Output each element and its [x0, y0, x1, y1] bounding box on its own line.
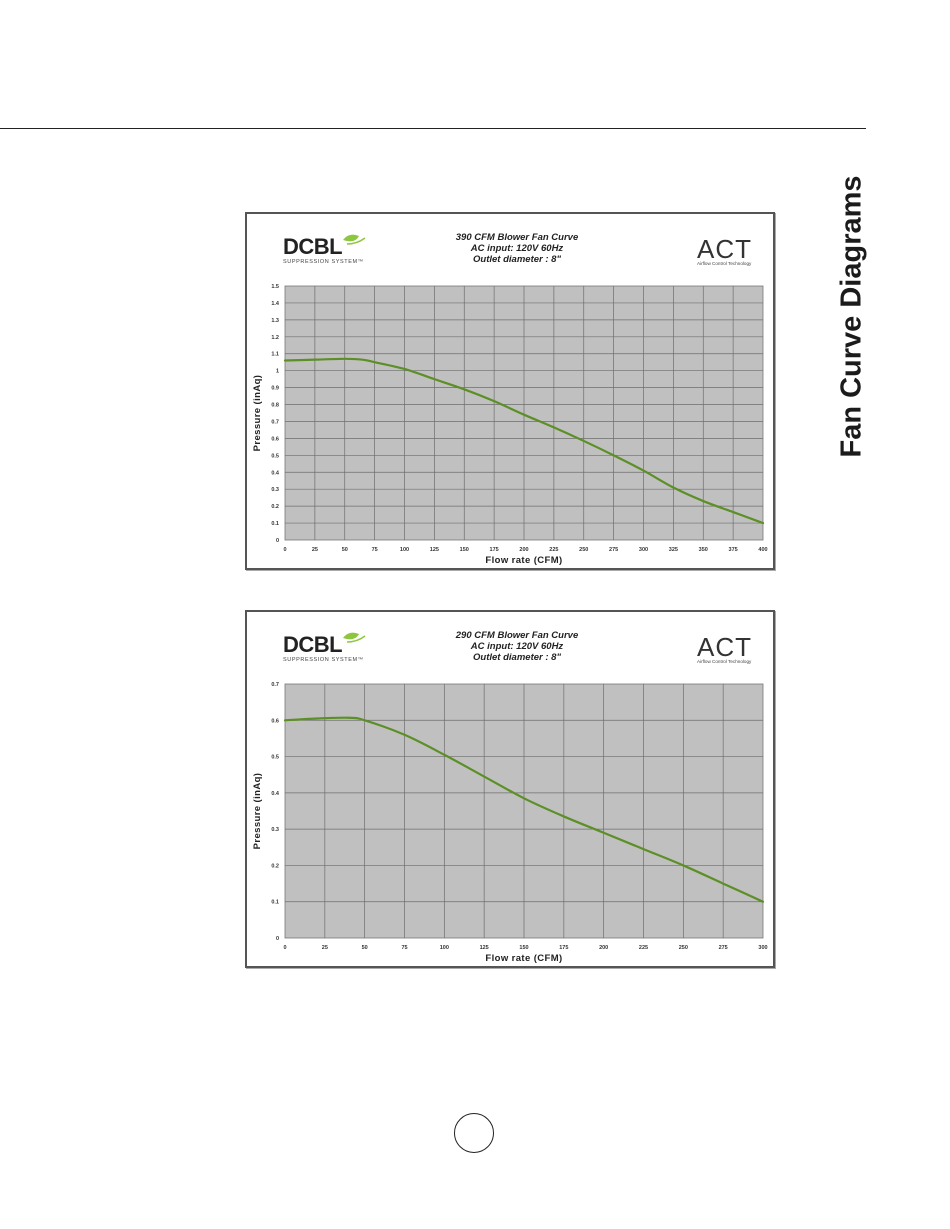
x-tick-label: 200: [519, 547, 528, 553]
y-tick-label: 1.2: [271, 335, 279, 341]
y-tick-label: 0.7: [271, 419, 279, 425]
fan-curve-card-390: DCBL SUPPRESSION SYSTEM™ ACT Airflow Contro…: [245, 212, 775, 570]
x-tick-label: 50: [342, 547, 348, 553]
chart-subtitle-line: Outlet diameter : 8": [473, 254, 561, 265]
x-tick-label: 50: [362, 945, 368, 951]
x-tick-label: 200: [599, 945, 608, 951]
fan-curve-card-290: DCBL SUPPRESSION SYSTEM™ ACT Airflow Contro…: [245, 610, 775, 968]
chart-subtitle-line: Outlet diameter : 8": [473, 652, 561, 663]
y-tick-label: 0.4: [271, 470, 280, 476]
x-tick-label: 300: [639, 547, 648, 553]
x-tick-label: 100: [440, 945, 449, 951]
act-logo-text: ACT: [697, 632, 752, 662]
y-axis-label: Pressure (inAq): [252, 773, 263, 850]
x-tick-label: 225: [639, 945, 648, 951]
dcbl-logo-subtext: SUPPRESSION SYSTEM™: [283, 657, 364, 663]
y-tick-label: 0.3: [271, 827, 279, 833]
x-tick-label: 350: [699, 547, 708, 553]
act-logo-subtext: Airflow Control Technology: [697, 659, 752, 664]
side-title: Fan Curve Diagrams: [832, 160, 872, 472]
grid: [285, 684, 763, 938]
y-tick-label: 0.6: [271, 718, 279, 724]
y-tick-labels: 0 0.1 0.2 0.3 0.4 0.5 0.6 0.7: [271, 682, 280, 942]
act-logo-text: ACT: [697, 234, 752, 264]
x-tick-labels: 0 25 50 75 100 125 150 175 200 225 250 275 300: [283, 945, 767, 951]
x-tick-label: 250: [579, 547, 588, 553]
x-axis-label: Flow rate (CFM): [485, 953, 562, 964]
swoosh-icon: [346, 237, 366, 245]
swoosh-icon: [346, 635, 366, 643]
y-axis-label: Pressure (inAq): [252, 375, 263, 452]
y-tick-label: 0.1: [271, 900, 279, 906]
y-tick-label: 0.9: [271, 386, 279, 392]
x-tick-label: 375: [729, 547, 738, 553]
x-tick-labels: 0 25 50 75 100 125 150 175 200 225 250 275 300 325 350…: [283, 547, 767, 553]
dcbl-logo-text: DCBL: [283, 234, 342, 259]
y-tick-label: 0.2: [271, 863, 279, 869]
x-tick-label: 25: [322, 945, 328, 951]
y-tick-label: 0.3: [271, 487, 279, 493]
x-tick-label: 250: [679, 945, 688, 951]
x-tick-label: 300: [758, 945, 767, 951]
y-tick-labels: 0 0.1 0.2 0.3 0.4 0.5 0.6 0.7 0.8 0.9 1 1.1 1.2 1.3 1.…: [271, 284, 280, 544]
y-tick-label: 0.5: [271, 755, 279, 761]
x-tick-label: 25: [312, 547, 318, 553]
fan-curve-series-line: [283, 716, 765, 903]
fan-curve-series-line: [283, 357, 765, 525]
y-tick-label: 0.2: [271, 504, 279, 510]
y-tick-label: 1.1: [271, 352, 279, 358]
leaf-icon: [343, 632, 359, 640]
x-axis-label: Flow rate (CFM): [485, 555, 562, 566]
x-tick-label: 0: [283, 547, 286, 553]
x-tick-label: 400: [758, 547, 767, 553]
x-tick-label: 275: [609, 547, 618, 553]
y-tick-label: 0.5: [271, 453, 279, 459]
act-logo-subtext: Airflow Control Technology: [697, 261, 752, 266]
x-tick-label: 125: [480, 945, 489, 951]
x-tick-label: 275: [719, 945, 728, 951]
x-tick-label: 125: [430, 547, 439, 553]
chart-title: 390 CFM Blower Fan Curve: [456, 232, 579, 243]
page-number-circle: [454, 1113, 494, 1153]
x-tick-label: 150: [519, 945, 528, 951]
y-tick-label: 0: [276, 538, 279, 544]
x-tick-label: 175: [490, 547, 499, 553]
dcbl-logo-text: DCBL: [283, 632, 342, 657]
y-tick-label: 0: [276, 936, 279, 942]
chart-subtitle-line: AC input: 120V 60Hz: [470, 243, 564, 254]
y-tick-label: 1.5: [271, 284, 279, 290]
x-tick-label: 0: [283, 945, 286, 951]
side-title-text: Fan Curve Diagrams: [835, 174, 868, 458]
y-tick-label: 0.6: [271, 436, 279, 442]
x-tick-label: 100: [400, 547, 409, 553]
y-tick-label: 0.8: [271, 403, 279, 409]
chart-subtitle-line: AC input: 120V 60Hz: [470, 641, 564, 652]
x-tick-label: 325: [669, 547, 678, 553]
x-tick-label: 175: [559, 945, 568, 951]
y-tick-label: 1: [276, 369, 279, 375]
x-tick-label: 225: [549, 547, 558, 553]
x-tick-label: 150: [460, 547, 469, 553]
dcbl-logo-subtext: SUPPRESSION SYSTEM™: [283, 259, 364, 265]
grid: [285, 286, 763, 540]
y-tick-label: 0.1: [271, 521, 279, 527]
y-tick-label: 0.7: [271, 682, 279, 688]
leaf-icon: [343, 234, 359, 242]
y-tick-label: 1.3: [271, 318, 279, 324]
x-tick-label: 75: [401, 945, 407, 951]
y-tick-label: 0.4: [271, 791, 280, 797]
x-tick-label: 75: [372, 547, 378, 553]
chart-title: 290 CFM Blower Fan Curve: [455, 630, 579, 641]
top-rule: [0, 128, 866, 129]
y-tick-label: 1.4: [271, 301, 280, 307]
